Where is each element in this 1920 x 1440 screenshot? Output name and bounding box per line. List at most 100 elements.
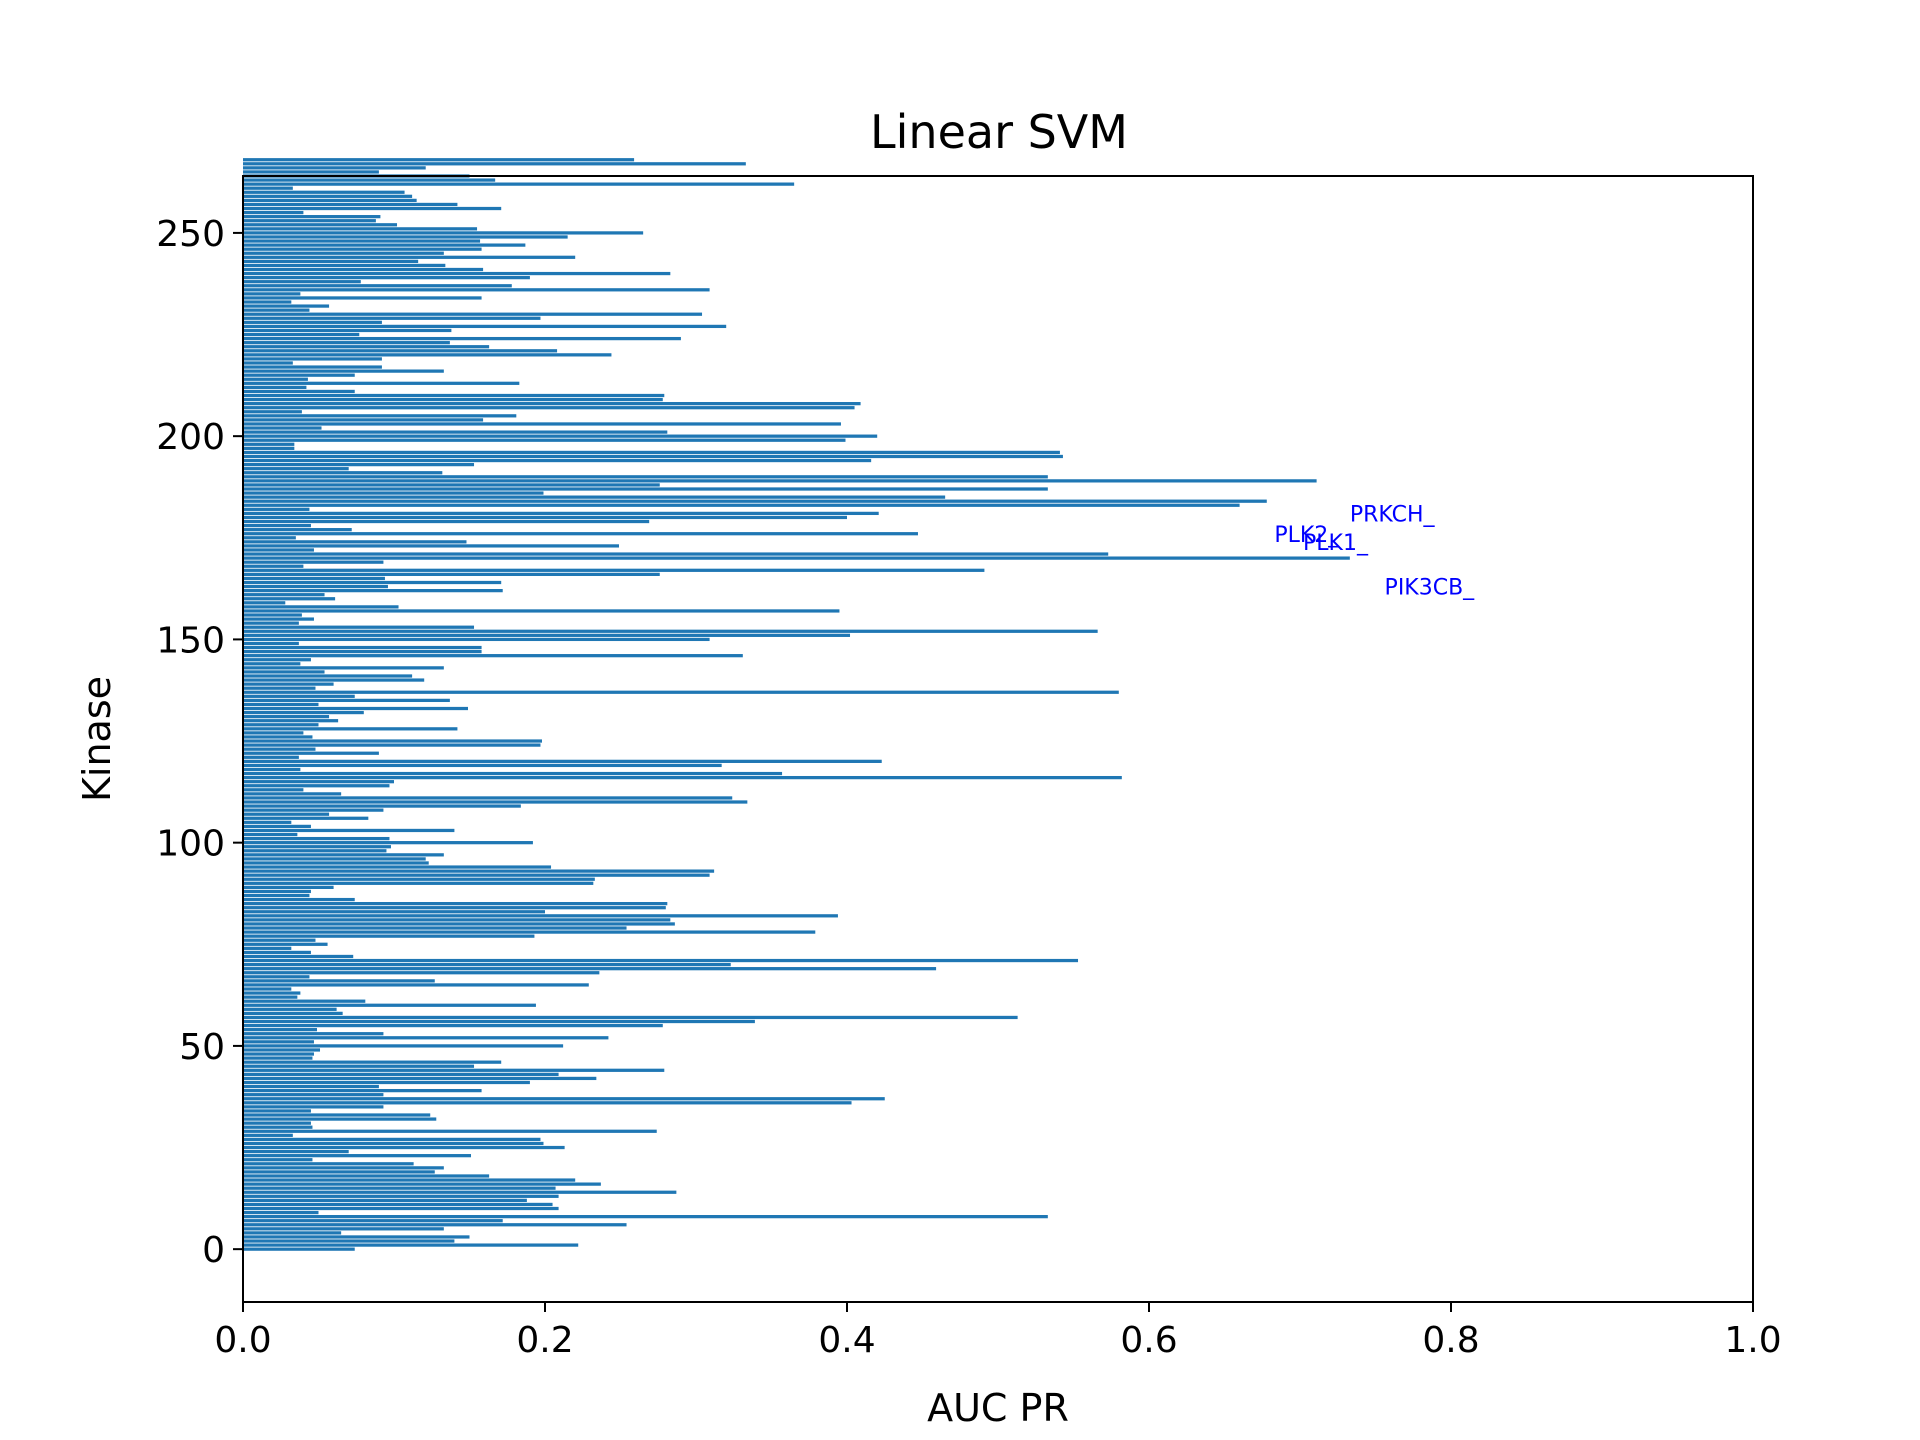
bar xyxy=(243,1243,579,1247)
bar xyxy=(243,987,292,991)
bar xyxy=(243,796,733,800)
bar xyxy=(243,1036,609,1040)
bar xyxy=(243,544,619,548)
bar xyxy=(243,751,379,755)
bar xyxy=(243,1133,293,1137)
y-axis: 0 50 100 150 200 250 xyxy=(156,214,243,1271)
bar xyxy=(243,962,731,967)
bar xyxy=(243,1223,627,1227)
bar xyxy=(243,645,482,650)
bar xyxy=(243,1105,384,1109)
x-tick-label: 0.8 xyxy=(1422,1320,1479,1361)
bar xyxy=(243,158,635,162)
bar xyxy=(243,1019,755,1024)
bar xyxy=(243,979,435,983)
bar xyxy=(243,625,475,629)
x-tick-label: 0.4 xyxy=(818,1320,875,1361)
bar xyxy=(243,1182,601,1186)
bar xyxy=(243,775,1122,780)
bar xyxy=(243,1198,527,1203)
bar xyxy=(243,251,444,255)
bar xyxy=(243,580,502,585)
y-tick-label: 0 xyxy=(202,1230,225,1271)
bar xyxy=(243,467,349,471)
bar xyxy=(243,1040,314,1044)
bar xyxy=(243,495,946,499)
y-tick-label: 50 xyxy=(179,1027,225,1068)
bar xyxy=(243,402,861,406)
bar xyxy=(243,621,299,625)
bar xyxy=(243,540,467,544)
bar xyxy=(243,1239,455,1243)
bar xyxy=(243,239,481,243)
bar xyxy=(243,523,311,528)
bar xyxy=(243,1117,437,1121)
bar xyxy=(243,393,665,398)
bar xyxy=(243,784,390,788)
bar xyxy=(243,1227,444,1231)
bar xyxy=(243,723,319,727)
bar xyxy=(243,1044,564,1048)
bar xyxy=(243,617,314,621)
plot-frame xyxy=(242,175,1754,1303)
bar xyxy=(243,759,882,763)
bar xyxy=(243,365,382,369)
bar xyxy=(243,556,1350,560)
bar xyxy=(243,1121,311,1125)
bar xyxy=(243,373,355,377)
bar xyxy=(243,430,668,434)
bar xyxy=(243,1178,576,1182)
bar xyxy=(243,491,544,495)
bar xyxy=(243,938,316,942)
bar xyxy=(243,353,612,357)
bar xyxy=(243,304,330,308)
bar xyxy=(243,426,322,430)
bar xyxy=(243,902,668,906)
bar xyxy=(243,223,398,227)
bar xyxy=(243,698,450,703)
bar xyxy=(243,1137,541,1142)
bar xyxy=(243,841,533,845)
bar xyxy=(243,727,458,731)
bar xyxy=(243,194,413,198)
bar xyxy=(243,1015,1018,1020)
bar xyxy=(243,1206,559,1211)
bar xyxy=(243,946,292,950)
bar xyxy=(243,593,325,597)
bar xyxy=(243,674,413,678)
bar xyxy=(243,877,595,881)
bar xyxy=(243,1076,597,1081)
bar xyxy=(243,910,545,914)
bar xyxy=(243,511,879,516)
bar xyxy=(243,1219,503,1223)
bar xyxy=(243,499,1267,503)
bar xyxy=(243,1101,852,1105)
bar xyxy=(243,975,310,979)
bar xyxy=(243,792,342,796)
bar xyxy=(243,1247,355,1251)
bar xyxy=(243,609,840,613)
bar xyxy=(243,771,783,776)
bar xyxy=(243,934,535,938)
bar xyxy=(243,922,675,926)
x-tick-label: 0.0 xyxy=(214,1320,271,1361)
x-axis-label: AUC PR xyxy=(927,1386,1069,1430)
bar xyxy=(243,336,681,341)
annotation-label: PLK2_ xyxy=(1274,523,1340,548)
bar xyxy=(243,1141,544,1146)
bar xyxy=(243,170,379,174)
bar xyxy=(243,861,429,865)
bar xyxy=(243,820,292,824)
bar xyxy=(243,743,541,747)
bar xyxy=(243,804,521,808)
bar xyxy=(243,271,671,276)
bar xyxy=(243,450,1060,455)
bar xyxy=(243,462,475,467)
bar xyxy=(243,763,722,768)
bar xyxy=(243,967,937,971)
bar xyxy=(243,824,311,829)
bar xyxy=(243,418,484,422)
bar xyxy=(243,589,503,593)
bar xyxy=(243,735,313,739)
